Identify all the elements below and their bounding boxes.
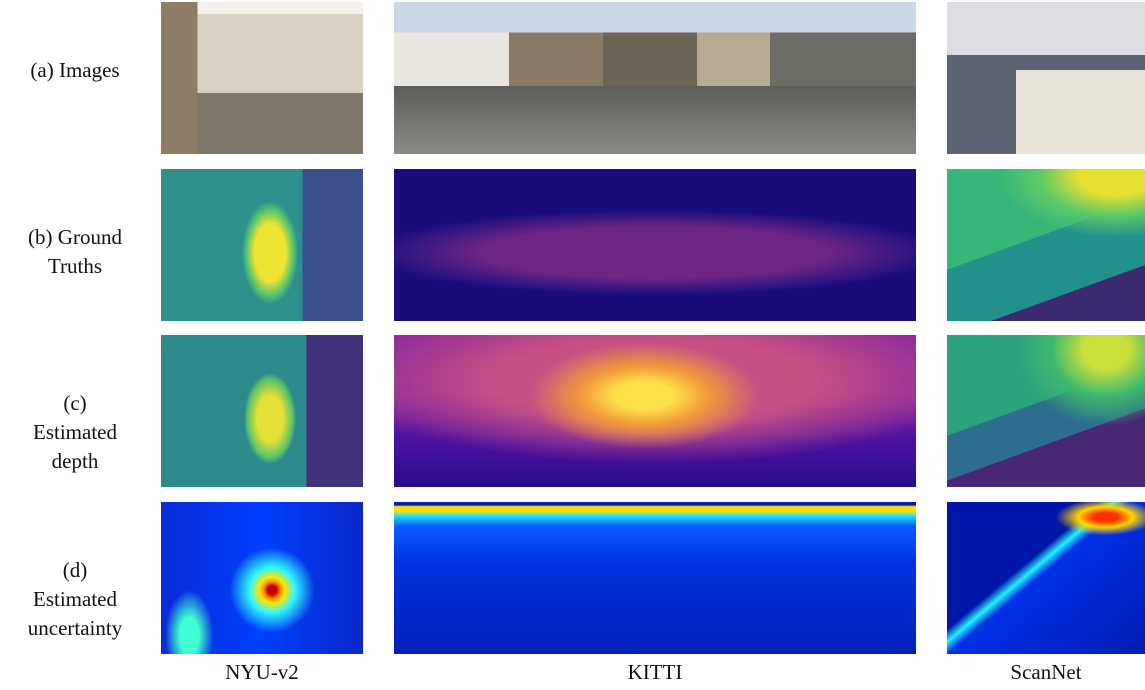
kitti-estimated-depth <box>394 335 916 487</box>
nyu-image <box>161 2 363 154</box>
scannet-estimated-depth <box>947 335 1145 487</box>
kitti-image <box>394 2 916 154</box>
kitti-ground-truth <box>394 169 916 321</box>
column-label-scannet: ScanNet <box>1010 660 1082 684</box>
scannet-ground-truth <box>947 169 1145 321</box>
column-label-nyu: NYU-v2 <box>225 660 299 684</box>
scannet-estimated-uncertainty <box>947 502 1145 654</box>
row-label-estimated-uncertainty: (d) Estimated uncertainty <box>27 558 123 640</box>
row-label-images: (a) Images <box>30 58 120 82</box>
row-label-estimated-depth: (c) Estimated depth <box>33 391 117 473</box>
column-label-kitti: KITTI <box>627 660 683 684</box>
scannet-image <box>947 2 1145 154</box>
row-label-ground-truths: (b) Ground Truths <box>28 225 122 278</box>
nyu-ground-truth <box>161 169 363 321</box>
nyu-estimated-depth <box>161 335 363 487</box>
kitti-estimated-uncertainty <box>394 502 916 654</box>
nyu-estimated-uncertainty <box>161 502 363 654</box>
